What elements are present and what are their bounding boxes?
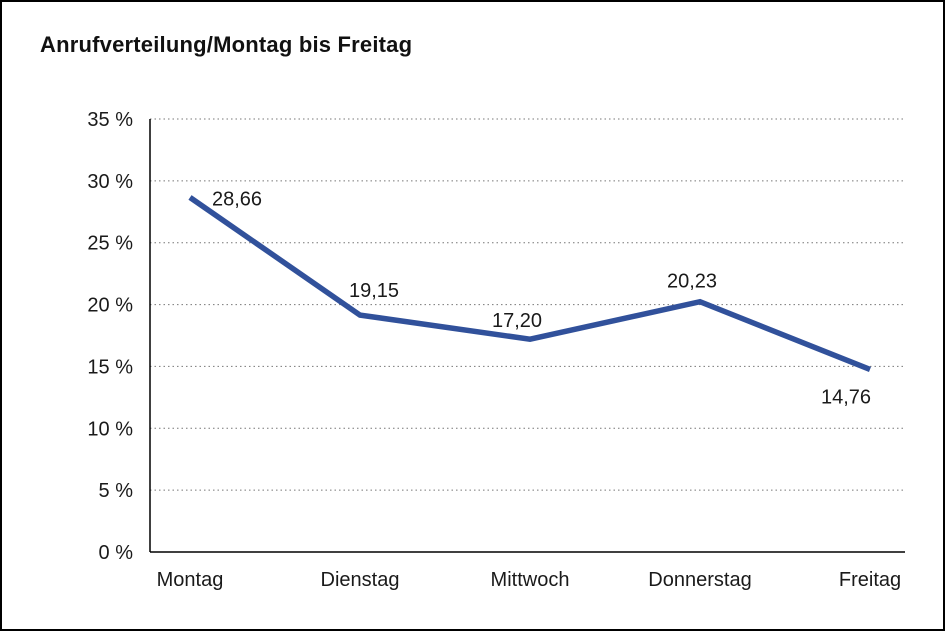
point-value-label: 20,23 bbox=[667, 271, 717, 293]
point-value-label: 17,20 bbox=[492, 310, 542, 332]
y-tick-label: 20 % bbox=[87, 295, 133, 317]
y-tick-label: 30 % bbox=[87, 171, 133, 193]
x-category-label: Freitag bbox=[839, 569, 901, 591]
point-value-label: 28,66 bbox=[212, 188, 262, 210]
y-tick-label: 25 % bbox=[87, 233, 133, 255]
y-tick-label: 35 % bbox=[87, 109, 133, 131]
chart-title: Anrufverteilung/Montag bis Freitag bbox=[40, 32, 413, 57]
y-tick-label: 15 % bbox=[87, 356, 133, 378]
point-value-label: 19,15 bbox=[349, 280, 399, 302]
x-category-label: Donnerstag bbox=[648, 569, 751, 591]
point-value-label: 14,76 bbox=[821, 386, 871, 408]
y-tick-label: 5 % bbox=[99, 480, 134, 502]
x-category-label: Montag bbox=[157, 569, 224, 591]
y-tick-label: 0 % bbox=[99, 542, 134, 564]
y-tick-label: 10 % bbox=[87, 418, 133, 440]
x-category-label: Dienstag bbox=[321, 569, 400, 591]
data-series-line bbox=[188, 195, 872, 372]
x-category-label: Mittwoch bbox=[491, 569, 570, 591]
